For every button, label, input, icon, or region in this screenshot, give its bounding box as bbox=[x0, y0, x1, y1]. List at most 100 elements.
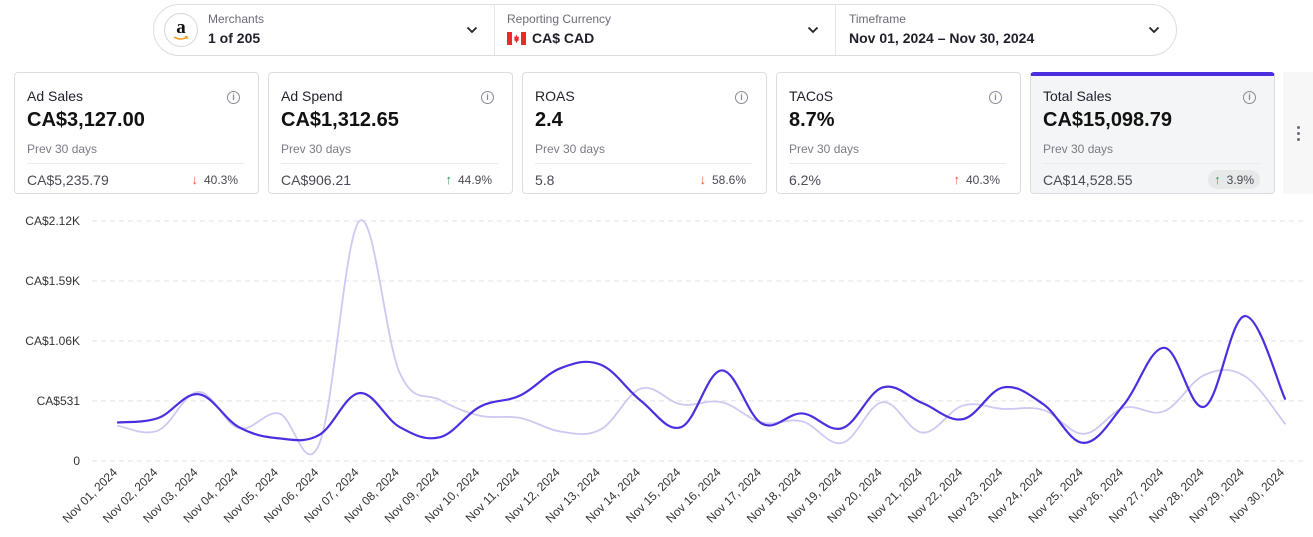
data-point-total-sales[interactable] bbox=[192, 388, 204, 400]
data-point-total-sales[interactable] bbox=[313, 429, 325, 441]
series-line-total-sales[interactable] bbox=[116, 314, 1287, 444]
amazon-logo-icon: a bbox=[164, 13, 198, 47]
info-icon[interactable]: i bbox=[227, 91, 240, 104]
data-point-prev-total-sales[interactable] bbox=[595, 423, 607, 435]
currency-filter[interactable]: Reporting Currency CA$ CAD bbox=[495, 5, 836, 55]
y-tick-label: 0 bbox=[73, 454, 80, 468]
canada-flag-icon bbox=[507, 32, 526, 45]
data-point-prev-total-sales[interactable] bbox=[152, 424, 164, 436]
kpi-change-value: 40.3% bbox=[203, 172, 238, 187]
arrow-down-icon: ↓ bbox=[191, 172, 198, 187]
data-point-prev-total-sales[interactable] bbox=[716, 396, 728, 408]
data-point-prev-total-sales[interactable] bbox=[555, 426, 567, 438]
kpi-prev-value: 5.8 bbox=[535, 171, 555, 188]
data-point-total-sales[interactable] bbox=[716, 364, 728, 376]
merchant-filter[interactable]: a Merchants 1 of 205 bbox=[154, 5, 495, 55]
series-line-prev-total-sales[interactable] bbox=[117, 219, 1286, 456]
data-point-prev-total-sales[interactable] bbox=[1279, 418, 1291, 430]
chevron-down-icon[interactable] bbox=[1148, 25, 1160, 35]
chevron-down-icon[interactable] bbox=[807, 25, 819, 35]
chevron-down-icon[interactable] bbox=[466, 25, 478, 35]
kpi-value: CA$3,127.00 bbox=[27, 109, 145, 131]
data-point-total-sales[interactable] bbox=[474, 401, 486, 413]
data-point-total-sales[interactable] bbox=[1239, 310, 1251, 322]
kpi-value: CA$15,098.79 bbox=[1043, 109, 1172, 131]
kpi-card-roas[interactable]: ROAS i 2.4 Prev 30 days 5.8 ↓ 58.6% bbox=[522, 72, 767, 194]
data-point-prev-total-sales[interactable] bbox=[1158, 405, 1170, 417]
info-icon[interactable]: i bbox=[481, 91, 494, 104]
kpi-prev-label: Prev 30 days bbox=[535, 142, 752, 164]
data-point-total-sales[interactable] bbox=[353, 387, 365, 399]
data-point-total-sales[interactable] bbox=[675, 421, 687, 433]
data-point-total-sales[interactable] bbox=[514, 389, 526, 401]
kpi-title: Ad Spend bbox=[281, 88, 343, 104]
data-point-prev-total-sales[interactable] bbox=[635, 383, 647, 395]
data-point-total-sales[interactable] bbox=[1199, 401, 1211, 413]
amazon-smile-icon bbox=[173, 35, 189, 40]
data-point-total-sales[interactable] bbox=[756, 418, 768, 430]
data-point-prev-total-sales[interactable] bbox=[394, 367, 406, 379]
kpi-prev-value: CA$906.21 bbox=[281, 171, 352, 188]
data-point-prev-total-sales[interactable] bbox=[1199, 369, 1211, 381]
data-point-total-sales[interactable] bbox=[1038, 398, 1050, 410]
info-icon[interactable]: i bbox=[989, 91, 1002, 104]
kpi-card-total-sales[interactable]: Total Sales i CA$15,098.79 Prev 30 days … bbox=[1030, 72, 1275, 194]
data-point-total-sales[interactable] bbox=[917, 397, 929, 409]
data-point-prev-total-sales[interactable] bbox=[917, 427, 929, 439]
data-point-total-sales[interactable] bbox=[997, 381, 1009, 393]
data-point-total-sales[interactable] bbox=[595, 359, 607, 371]
data-point-total-sales[interactable] bbox=[1118, 398, 1130, 410]
data-point-total-sales[interactable] bbox=[555, 362, 567, 374]
data-point-prev-total-sales[interactable] bbox=[957, 400, 969, 412]
y-tick-label: CA$531 bbox=[37, 394, 81, 408]
timeframe-filter[interactable]: Timeframe Nov 01, 2024 – Nov 30, 2024 bbox=[836, 5, 1176, 55]
timeframe-filter-label: Timeframe bbox=[849, 12, 906, 26]
kpi-title: TACoS bbox=[789, 88, 834, 104]
data-point-total-sales[interactable] bbox=[112, 417, 124, 429]
kpi-change-badge: ↑ 44.9% bbox=[439, 170, 498, 189]
more-options-icon[interactable] bbox=[1283, 72, 1313, 194]
info-icon[interactable]: i bbox=[735, 91, 748, 104]
kpi-prev-label: Prev 30 days bbox=[1043, 142, 1260, 164]
kpi-prev-value: CA$14,528.55 bbox=[1043, 171, 1133, 188]
data-point-prev-total-sales[interactable] bbox=[353, 215, 365, 227]
kpi-card-ad-sales[interactable]: Ad Sales i CA$3,127.00 Prev 30 days CA$5… bbox=[14, 72, 259, 194]
data-point-total-sales[interactable] bbox=[796, 407, 808, 419]
kpi-change-value: 44.9% bbox=[457, 172, 492, 187]
data-point-prev-total-sales[interactable] bbox=[273, 407, 285, 419]
data-point-total-sales[interactable] bbox=[233, 421, 245, 433]
data-point-prev-total-sales[interactable] bbox=[434, 394, 446, 406]
data-point-prev-total-sales[interactable] bbox=[675, 398, 687, 410]
data-point-total-sales[interactable] bbox=[1158, 342, 1170, 354]
kpi-prev-value: 6.2% bbox=[789, 171, 821, 188]
data-point-prev-total-sales[interactable] bbox=[997, 403, 1009, 415]
data-point-total-sales[interactable] bbox=[957, 413, 969, 425]
kpi-card-ad-spend[interactable]: Ad Spend i CA$1,312.65 Prev 30 days CA$9… bbox=[268, 72, 513, 194]
data-point-total-sales[interactable] bbox=[1279, 393, 1291, 405]
data-point-prev-total-sales[interactable] bbox=[877, 396, 889, 408]
currency-filter-value: CA$ CAD bbox=[532, 30, 595, 46]
data-point-prev-total-sales[interactable] bbox=[514, 412, 526, 424]
y-tick-label: CA$2.12K bbox=[25, 214, 80, 228]
kpi-prev-value: CA$5,235.79 bbox=[27, 171, 109, 188]
amazon-logo-letter: a bbox=[176, 16, 186, 38]
data-point-prev-total-sales[interactable] bbox=[1239, 370, 1251, 382]
kpi-change-badge: ↑ 40.3% bbox=[947, 170, 1006, 189]
data-point-total-sales[interactable] bbox=[635, 395, 647, 407]
data-point-total-sales[interactable] bbox=[434, 431, 446, 443]
arrow-down-icon: ↓ bbox=[699, 172, 706, 187]
data-point-prev-total-sales[interactable] bbox=[836, 437, 848, 449]
data-point-total-sales[interactable] bbox=[1078, 437, 1090, 449]
data-point-total-sales[interactable] bbox=[152, 412, 164, 424]
data-point-total-sales[interactable] bbox=[836, 422, 848, 434]
data-point-total-sales[interactable] bbox=[273, 432, 285, 444]
kpi-prev-label: Prev 30 days bbox=[27, 142, 244, 164]
kpi-value: CA$1,312.65 bbox=[281, 109, 399, 131]
data-point-total-sales[interactable] bbox=[394, 421, 406, 433]
arrow-up-icon: ↑ bbox=[445, 172, 452, 187]
kpi-card-tacos[interactable]: TACoS i 8.7% Prev 30 days 6.2% ↑ 40.3% bbox=[776, 72, 1021, 194]
arrow-up-icon: ↑ bbox=[1214, 172, 1221, 187]
data-point-total-sales[interactable] bbox=[877, 381, 889, 393]
info-icon[interactable]: i bbox=[1243, 91, 1256, 104]
kpi-title: Total Sales bbox=[1043, 88, 1112, 104]
